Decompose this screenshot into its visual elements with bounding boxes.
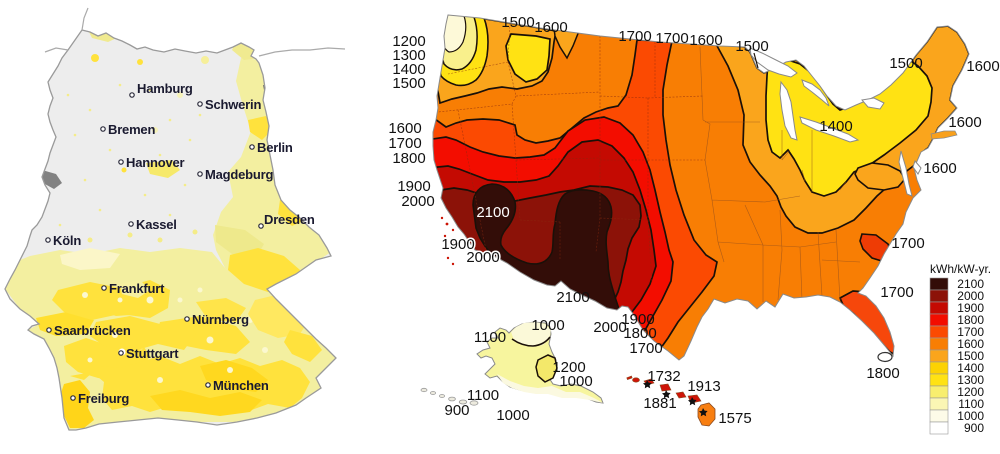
- svg-text:1500: 1500: [392, 75, 425, 92]
- svg-text:Dresden: Dresden: [264, 212, 315, 227]
- svg-text:1700: 1700: [618, 28, 651, 45]
- svg-text:1500: 1500: [889, 55, 922, 72]
- svg-text:1700: 1700: [655, 30, 688, 47]
- svg-text:1800: 1800: [623, 325, 656, 342]
- svg-text:kWh/kW-yr.: kWh/kW-yr.: [930, 262, 991, 276]
- svg-text:1700: 1700: [629, 340, 662, 357]
- svg-text:1600: 1600: [948, 114, 981, 131]
- svg-text:1000: 1000: [531, 317, 564, 334]
- svg-text:1800: 1800: [866, 365, 899, 382]
- svg-text:München: München: [213, 378, 269, 393]
- svg-text:1600: 1600: [923, 160, 956, 177]
- svg-text:1500: 1500: [957, 349, 984, 363]
- svg-text:Frankfurt: Frankfurt: [109, 281, 165, 296]
- svg-text:1700: 1700: [891, 235, 924, 252]
- svg-text:2100: 2100: [476, 204, 509, 221]
- svg-text:1400: 1400: [819, 118, 852, 135]
- svg-text:1913: 1913: [687, 378, 720, 395]
- svg-text:Schwerin: Schwerin: [205, 97, 261, 112]
- svg-text:Magdeburg: Magdeburg: [205, 167, 274, 182]
- svg-text:Berlin: Berlin: [257, 140, 293, 155]
- svg-text:2100: 2100: [556, 289, 589, 306]
- svg-text:Kassel: Kassel: [136, 217, 177, 232]
- svg-text:1600: 1600: [966, 58, 999, 75]
- svg-text:Hamburg: Hamburg: [137, 81, 193, 96]
- svg-text:1700: 1700: [957, 325, 984, 339]
- svg-text:1600: 1600: [534, 19, 567, 36]
- svg-text:1100: 1100: [474, 329, 506, 346]
- svg-text:2000: 2000: [957, 289, 984, 303]
- svg-text:1100: 1100: [467, 387, 499, 404]
- svg-text:2000: 2000: [401, 193, 434, 210]
- svg-text:Nürnberg: Nürnberg: [192, 312, 249, 327]
- svg-text:1700: 1700: [880, 284, 913, 301]
- svg-text:1600: 1600: [957, 337, 984, 351]
- svg-text:1300: 1300: [957, 373, 984, 387]
- svg-text:1000: 1000: [559, 373, 592, 390]
- svg-text:Stuttgart: Stuttgart: [126, 346, 179, 361]
- svg-text:1200: 1200: [957, 385, 984, 399]
- svg-text:Hannover: Hannover: [126, 155, 185, 170]
- svg-text:1881: 1881: [643, 395, 676, 412]
- svg-text:Saarbrücken: Saarbrücken: [54, 323, 131, 338]
- svg-text:1900: 1900: [397, 178, 430, 195]
- svg-text:1800: 1800: [957, 313, 984, 327]
- svg-text:1000: 1000: [496, 407, 529, 424]
- svg-text:1000: 1000: [957, 409, 984, 423]
- svg-text:1600: 1600: [388, 120, 421, 137]
- svg-text:2000: 2000: [593, 319, 626, 336]
- svg-text:Köln: Köln: [53, 233, 81, 248]
- svg-text:1900: 1900: [441, 236, 474, 253]
- svg-text:1500: 1500: [501, 14, 534, 31]
- svg-text:1700: 1700: [388, 135, 421, 152]
- svg-text:1500: 1500: [735, 38, 768, 55]
- svg-text:1100: 1100: [958, 397, 984, 411]
- svg-text:2100: 2100: [957, 277, 984, 291]
- svg-text:1200: 1200: [392, 33, 425, 50]
- svg-text:1300: 1300: [392, 47, 425, 64]
- svg-text:1200: 1200: [552, 359, 585, 376]
- svg-text:1600: 1600: [689, 32, 722, 49]
- svg-text:Freiburg: Freiburg: [78, 391, 129, 406]
- svg-text:1900: 1900: [957, 301, 984, 315]
- svg-text:1400: 1400: [957, 361, 984, 375]
- svg-text:900: 900: [964, 421, 984, 435]
- svg-text:900: 900: [444, 402, 469, 419]
- svg-text:1800: 1800: [392, 150, 425, 167]
- svg-text:1732: 1732: [647, 368, 680, 385]
- svg-text:1400: 1400: [392, 61, 425, 78]
- svg-text:1575: 1575: [718, 410, 751, 427]
- svg-text:Bremen: Bremen: [108, 122, 155, 137]
- svg-text:1900: 1900: [621, 311, 654, 328]
- svg-text:2000: 2000: [466, 249, 499, 266]
